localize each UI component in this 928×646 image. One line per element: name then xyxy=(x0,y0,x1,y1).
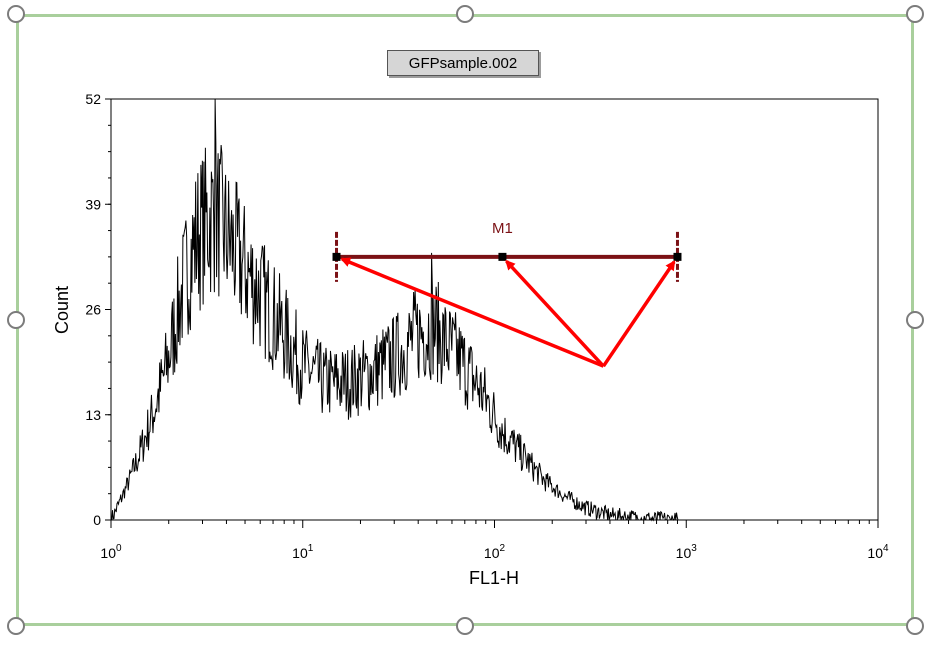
resize-handle-bottom-left[interactable] xyxy=(7,617,25,635)
resize-handle-top-center[interactable] xyxy=(456,5,474,23)
resize-handle-top-right[interactable] xyxy=(906,5,924,23)
annotation-arrow-3 xyxy=(602,260,676,368)
resize-handle-bottom-center[interactable] xyxy=(456,617,474,635)
y-axis: 0 13 26 39 52 xyxy=(85,91,111,528)
marker-handle-center[interactable] xyxy=(498,252,507,261)
marker-handle-right[interactable] xyxy=(673,252,682,261)
y-tick-label: 13 xyxy=(85,407,101,423)
annotation-arrows xyxy=(340,257,676,368)
y-axis-label: Count xyxy=(52,286,72,334)
y-tick-label: 0 xyxy=(93,512,101,528)
resize-handle-middle-right[interactable] xyxy=(906,311,924,329)
y-tick-label: 39 xyxy=(85,196,101,212)
x-axis-label: FL1-H xyxy=(469,568,519,588)
histogram-trace xyxy=(111,98,878,522)
y-tick-label: 26 xyxy=(85,302,101,318)
annotation-arrow-2 xyxy=(505,259,605,368)
resize-handle-top-left[interactable] xyxy=(7,5,25,23)
resize-handle-bottom-right[interactable] xyxy=(906,617,924,635)
plot-title: GFPsample.002 xyxy=(387,50,539,76)
histogram-series xyxy=(111,98,878,522)
resize-handle-middle-left[interactable] xyxy=(7,311,25,329)
marker-m1[interactable]: M1 xyxy=(332,220,682,282)
x-tick-label: 101 xyxy=(292,543,314,561)
x-tick-label: 102 xyxy=(484,543,506,561)
x-tick-label: 100 xyxy=(100,543,122,561)
marker-handle-left[interactable] xyxy=(332,252,341,261)
marker-label: M1 xyxy=(492,220,513,237)
x-tick-label: 104 xyxy=(867,543,889,561)
x-axis: 100 101 102 103 104 xyxy=(100,520,889,561)
annotation-arrow-1 xyxy=(340,257,605,368)
y-tick-label: 52 xyxy=(85,91,101,107)
plot-area-border xyxy=(110,98,879,521)
x-tick-label: 103 xyxy=(676,543,698,561)
